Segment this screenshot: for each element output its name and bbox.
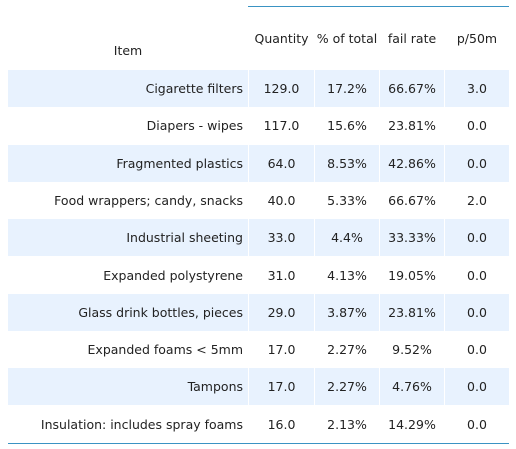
cell-fail-rate: 66.67% bbox=[379, 70, 444, 107]
cell-percent-of-total: 2.13% bbox=[314, 405, 379, 443]
column-header-p-per-50m: p/50m bbox=[444, 7, 509, 69]
cell-percent-of-total: 3.87% bbox=[314, 293, 379, 331]
table-row: Insulation: includes spray foams 16.0 2.13… bbox=[8, 405, 509, 443]
cell-fail-rate: 23.81% bbox=[379, 293, 444, 331]
cell-item: Tampons bbox=[187, 379, 243, 395]
cell-item: Insulation: includes spray foams bbox=[40, 416, 243, 432]
cell-p-per-50m: 0.0 bbox=[444, 219, 509, 257]
cell-fail-rate: 42.86% bbox=[379, 144, 444, 182]
column-header-item: Item bbox=[113, 43, 143, 58]
cell-fail-rate: 4.76% bbox=[379, 368, 444, 406]
cell-quantity: 17.0 bbox=[248, 331, 314, 369]
cell-p-per-50m: 0.0 bbox=[444, 405, 509, 443]
column-header-quantity: Quantity bbox=[248, 7, 314, 69]
cell-p-per-50m: 0.0 bbox=[444, 331, 509, 369]
cell-percent-of-total: 8.53% bbox=[314, 144, 379, 182]
cell-fail-rate: 23.81% bbox=[379, 107, 444, 145]
cell-percent-of-total: 4.4% bbox=[314, 219, 379, 257]
cell-quantity: 29.0 bbox=[248, 293, 314, 331]
column-header-fail-rate: fail rate bbox=[379, 7, 444, 69]
cell-fail-rate: 33.33% bbox=[379, 219, 444, 257]
table-bottom-rule bbox=[8, 443, 509, 444]
table-row: Cigarette filters 129.0 17.2% 66.67% 3.0 bbox=[8, 70, 509, 107]
cell-percent-of-total: 15.6% bbox=[314, 107, 379, 145]
table-header-row: Item Quantity% of total fail rate p/50m bbox=[8, 7, 509, 69]
cell-p-per-50m: 0.0 bbox=[444, 256, 509, 294]
cell-percent-of-total: 17.2% bbox=[314, 70, 379, 107]
cell-quantity: 31.0 bbox=[248, 256, 314, 294]
cell-p-per-50m: 0.0 bbox=[444, 107, 509, 145]
cell-item: Cigarette filters bbox=[145, 81, 243, 96]
cell-fail-rate: 19.05% bbox=[379, 256, 444, 294]
cell-p-per-50m: 0.0 bbox=[444, 144, 509, 182]
cell-percent-of-total: 2.27% bbox=[314, 331, 379, 369]
cell-quantity: 64.0 bbox=[248, 144, 314, 182]
table-top-rule bbox=[248, 6, 509, 7]
table-row: Diapers - wipes 117.0 15.6% 23.81% 0.0 bbox=[8, 107, 509, 145]
cell-quantity: 40.0 bbox=[248, 181, 314, 219]
cell-percent-of-total: 5.33% bbox=[314, 181, 379, 219]
cell-quantity: 17.0 bbox=[248, 368, 314, 406]
table-row: Food wrappers; candy, snacks 40.0 5.33% 66.… bbox=[8, 181, 509, 219]
cell-percent-of-total: 2.27% bbox=[314, 368, 379, 406]
cell-quantity: 129.0 bbox=[248, 70, 314, 107]
table-row: Expanded polystyrene 31.0 4.13% 19.05% 0.0 bbox=[8, 256, 509, 294]
cell-fail-rate: 66.67% bbox=[379, 181, 444, 219]
cell-p-per-50m: 0.0 bbox=[444, 368, 509, 406]
cell-p-per-50m: 3.0 bbox=[444, 70, 509, 107]
table-row: Expanded foams < 5mm 17.0 2.27% 9.52% 0.0 bbox=[8, 331, 509, 369]
cell-fail-rate: 9.52% bbox=[379, 331, 444, 369]
table-row: Industrial sheeting 33.0 4.4% 33.33% 0.0 bbox=[8, 219, 509, 257]
cell-item: Food wrappers; candy, snacks bbox=[54, 192, 243, 208]
cell-percent-of-total: 4.13% bbox=[314, 256, 379, 294]
cell-item: Industrial sheeting bbox=[126, 230, 243, 246]
cell-item: Glass drink bottles, pieces bbox=[78, 304, 243, 320]
cell-quantity: 117.0 bbox=[248, 107, 314, 145]
cell-fail-rate: 14.29% bbox=[379, 405, 444, 443]
cell-item: Diapers - wipes bbox=[146, 118, 243, 134]
column-header-percent-of-total: % of total bbox=[314, 7, 379, 69]
cell-quantity: 33.0 bbox=[248, 219, 314, 257]
cell-p-per-50m: 0.0 bbox=[444, 293, 509, 331]
cell-item: Fragmented plastics bbox=[116, 155, 243, 171]
table-row: Glass drink bottles, pieces 29.0 3.87% 23.8… bbox=[8, 293, 509, 331]
cell-quantity: 16.0 bbox=[248, 405, 314, 443]
cell-p-per-50m: 2.0 bbox=[444, 181, 509, 219]
table-row: Fragmented plastics 64.0 8.53% 42.86% 0.0 bbox=[8, 144, 509, 182]
table-row: Tampons 17.0 2.27% 4.76% 0.0 bbox=[8, 368, 509, 406]
cell-item: Expanded polystyrene bbox=[103, 267, 243, 283]
cell-item: Expanded foams < 5mm bbox=[87, 342, 243, 358]
